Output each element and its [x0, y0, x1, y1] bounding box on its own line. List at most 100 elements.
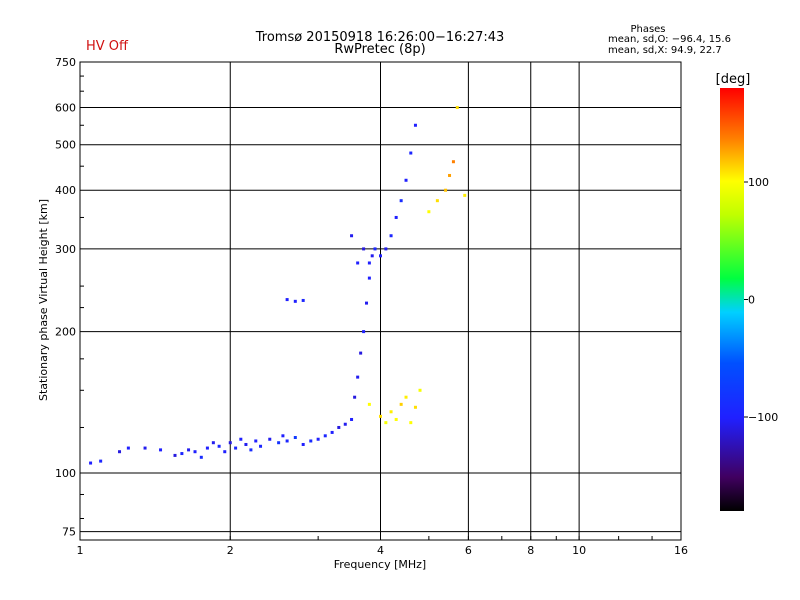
data-point: [350, 417, 354, 421]
data-point: [409, 421, 413, 425]
data-point: [379, 254, 382, 258]
data-point: [99, 459, 103, 463]
y-tick-label: 750: [55, 56, 76, 69]
y-tick-label: 75: [62, 526, 76, 539]
data-point: [362, 247, 366, 251]
data-point: [343, 422, 347, 426]
data-point: [293, 299, 297, 303]
data-point: [404, 395, 408, 399]
chart-title-line2: RwPretec (8p): [334, 42, 425, 57]
data-point: [373, 247, 377, 251]
data-point: [323, 434, 327, 438]
data-point: [228, 441, 232, 445]
x-axis-label: Frequency [MHz]: [334, 558, 426, 571]
colorbar-label: [deg]: [716, 72, 751, 87]
grid-lines: [80, 62, 681, 540]
data-point: [455, 106, 459, 110]
x-tick-label: 1: [77, 544, 84, 557]
data-point: [193, 450, 197, 454]
data-point: [435, 199, 439, 203]
hv-status: HV Off: [86, 39, 129, 54]
data-point: [217, 444, 221, 448]
data-point: [367, 276, 371, 280]
phase-colorbar: [720, 88, 744, 511]
data-point: [199, 455, 203, 459]
data-point: [285, 439, 289, 443]
phase-info-line-o: mean, sd,O: −96.4, 15.6: [608, 34, 731, 45]
data-point: [448, 173, 452, 177]
y-axis-ticks: 75 100 200 300 400 500 600 750: [55, 56, 84, 539]
data-point: [249, 448, 253, 452]
phase-info-line-x: mean, sd,X: 94.9, 22.7: [608, 45, 722, 56]
data-point: [337, 425, 341, 429]
phase-info-title: Phases: [630, 24, 665, 35]
data-point: [384, 247, 388, 251]
data-point: [118, 450, 122, 454]
data-point: [254, 439, 258, 443]
data-point: [330, 430, 334, 434]
data-point: [316, 437, 320, 441]
data-point: [444, 188, 448, 192]
y-tick-label: 200: [55, 326, 76, 339]
x-tick-label: 4: [377, 544, 384, 557]
y-tick-label: 500: [55, 139, 76, 152]
data-point: [89, 461, 93, 465]
x-tick-label: 10: [572, 544, 586, 557]
data-point: [234, 446, 238, 450]
data-point: [281, 434, 285, 438]
data-point: [384, 421, 388, 425]
data-point: [389, 410, 393, 414]
data-point: [223, 450, 227, 454]
data-point: [399, 402, 403, 406]
data-point: [293, 436, 297, 440]
data-point: [394, 215, 398, 219]
colorbar-tick-label: 100: [748, 176, 769, 189]
data-point: [187, 448, 191, 452]
data-point: [239, 437, 243, 441]
data-point: [350, 234, 354, 238]
data-point: [359, 351, 363, 355]
data-point: [409, 151, 413, 155]
data-point: [367, 261, 371, 265]
data-point: [309, 439, 313, 443]
data-point: [451, 160, 455, 164]
data-point: [367, 402, 371, 406]
x-axis-ticks: 1 2 4 6 8 10 16: [77, 536, 688, 557]
data-point: [143, 446, 147, 450]
data-point: [159, 448, 163, 452]
data-point: [244, 442, 248, 446]
data-point: [277, 441, 281, 445]
x-tick-label: 16: [674, 544, 688, 557]
data-point: [356, 261, 360, 265]
data-point: [301, 298, 305, 302]
y-tick-label: 100: [55, 467, 76, 480]
y-tick-label: 400: [55, 184, 76, 197]
data-point: [211, 441, 215, 445]
colorbar-ticks: 100 0 −100: [744, 176, 778, 424]
data-point: [389, 234, 393, 238]
x-tick-label: 8: [527, 544, 534, 557]
data-point: [301, 442, 305, 446]
data-point: [427, 210, 431, 214]
data-point: [285, 298, 289, 302]
data-point: [413, 123, 417, 127]
data-point: [268, 437, 272, 441]
data-point: [353, 395, 357, 399]
data-point: [394, 417, 398, 421]
data-point: [404, 178, 408, 182]
data-point: [418, 388, 422, 392]
colorbar-tick-label: 0: [748, 294, 755, 307]
echo-points: [89, 106, 467, 465]
y-axis-label: Stationary phase Virtual Height [km]: [37, 199, 50, 401]
colorbar-tick-label: −100: [748, 411, 778, 424]
data-point: [205, 446, 209, 450]
data-point: [463, 193, 467, 197]
data-point: [379, 414, 382, 418]
x-tick-label: 6: [465, 544, 472, 557]
y-tick-label: 600: [55, 102, 76, 115]
chart-title-line1: Tromsø 20150918 16:26:00−16:27:43: [255, 30, 505, 45]
data-point: [365, 301, 369, 305]
data-point: [362, 330, 366, 334]
data-point: [356, 375, 360, 379]
